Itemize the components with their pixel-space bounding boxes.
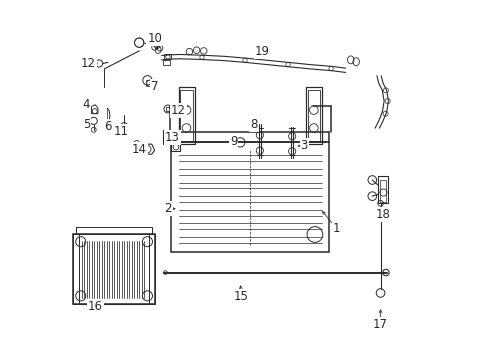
Bar bbox=[73, 234, 155, 304]
Text: 14: 14 bbox=[132, 143, 147, 156]
Text: 15: 15 bbox=[233, 290, 248, 303]
Bar bbox=[172, 142, 329, 252]
Bar bbox=[172, 132, 180, 151]
Text: 10: 10 bbox=[147, 32, 162, 45]
Text: 8: 8 bbox=[250, 118, 258, 131]
Bar bbox=[179, 87, 195, 144]
Bar bbox=[172, 134, 179, 142]
Text: 13: 13 bbox=[165, 131, 180, 144]
Text: 4: 4 bbox=[83, 98, 90, 111]
Text: 9: 9 bbox=[230, 135, 237, 148]
Text: 11: 11 bbox=[114, 125, 129, 138]
Bar bbox=[164, 54, 171, 59]
Text: 17: 17 bbox=[373, 318, 388, 331]
Text: 18: 18 bbox=[376, 208, 391, 221]
Text: 7: 7 bbox=[151, 80, 158, 93]
Bar bbox=[146, 80, 153, 86]
Bar bbox=[378, 176, 389, 203]
Bar bbox=[180, 90, 193, 140]
Bar bbox=[163, 130, 173, 144]
Text: 5: 5 bbox=[83, 118, 90, 131]
Bar bbox=[76, 227, 152, 234]
Text: 16: 16 bbox=[88, 300, 102, 313]
Text: 12: 12 bbox=[81, 57, 96, 70]
Bar bbox=[163, 60, 170, 64]
Text: 12: 12 bbox=[171, 104, 186, 117]
Text: 1: 1 bbox=[333, 222, 340, 235]
Bar bbox=[73, 234, 79, 304]
Bar bbox=[380, 180, 386, 202]
Bar bbox=[306, 87, 322, 144]
Text: 3: 3 bbox=[300, 139, 308, 152]
Text: 2: 2 bbox=[164, 202, 171, 215]
Bar bbox=[149, 234, 155, 304]
Bar bbox=[308, 90, 320, 140]
Bar bbox=[166, 107, 179, 111]
Text: 6: 6 bbox=[104, 121, 112, 134]
Text: 19: 19 bbox=[255, 45, 270, 58]
